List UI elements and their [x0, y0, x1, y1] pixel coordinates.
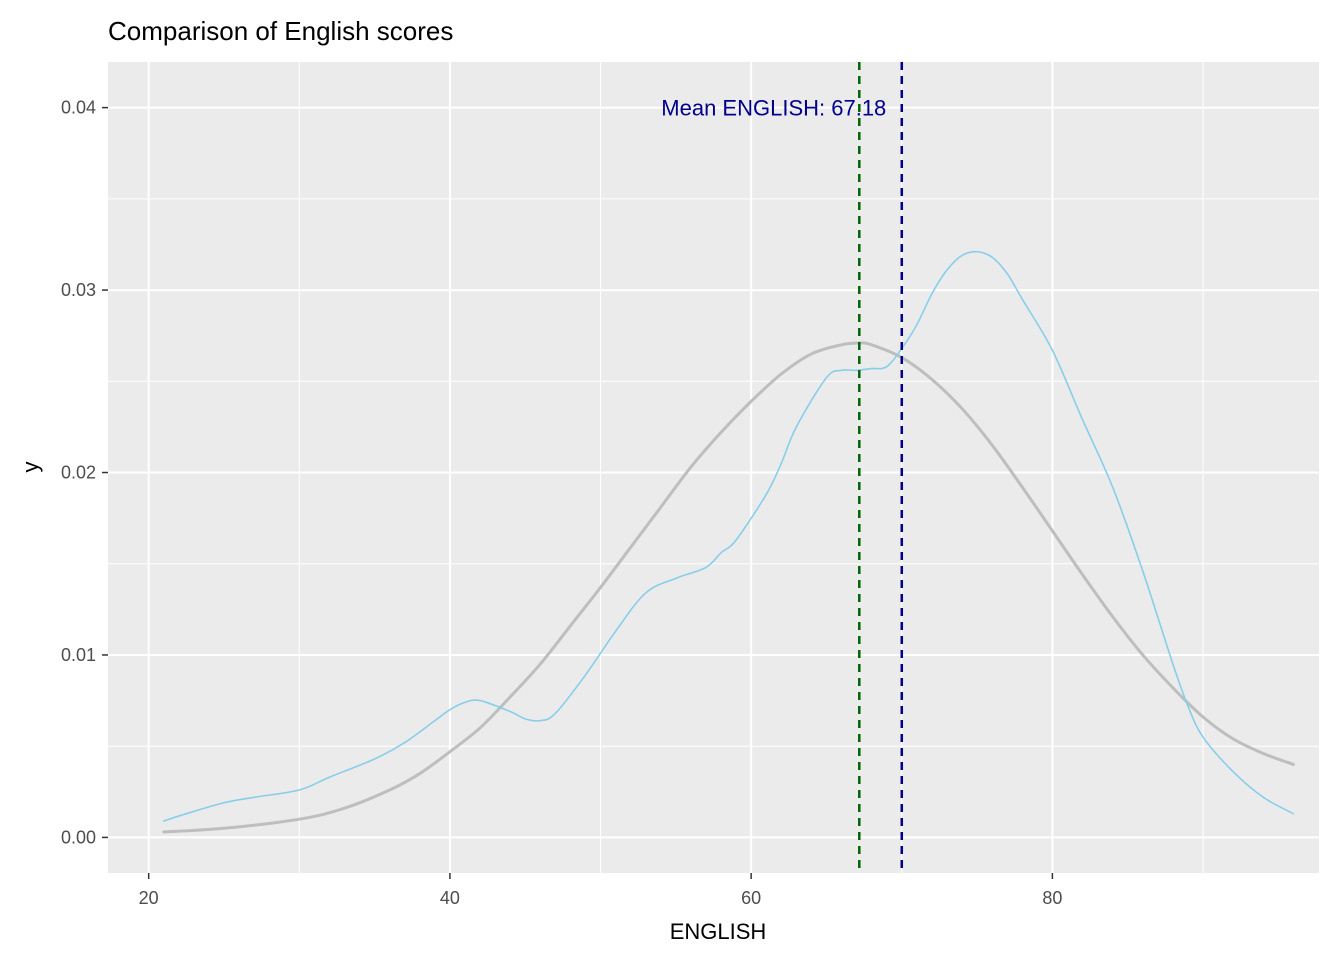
series-layer: [162, 250, 1295, 834]
x-tick-label: 20: [139, 888, 159, 908]
y-tick-label: 0.03: [61, 280, 96, 300]
reference-lines: [858, 62, 904, 873]
x-tick-label: 60: [741, 888, 761, 908]
y-tick-label: 0.00: [61, 827, 96, 847]
mean-annotation: Mean ENGLISH: 67.18: [661, 96, 886, 121]
y-tick-label: 0.04: [61, 98, 96, 118]
y-axis-title: y: [18, 462, 43, 473]
x-tick-label: 40: [440, 888, 460, 908]
x-tick-label: 80: [1042, 888, 1062, 908]
x-axis-title: ENGLISH: [670, 919, 767, 944]
series-line-empirical-density: [162, 250, 1295, 822]
series-line-normal-density: [162, 341, 1295, 834]
y-tick-label: 0.01: [61, 645, 96, 665]
major-gridlines: [108, 62, 1319, 873]
minor-gridlines: [108, 62, 1319, 873]
y-tick-label: 0.02: [61, 463, 96, 483]
x-axis: 20 40 60 80: [139, 873, 1062, 908]
annotations: Mean ENGLISH: 67.18: [661, 96, 886, 121]
chart-title: Comparison of English scores: [108, 16, 453, 46]
plot-panel: [108, 62, 1319, 873]
y-axis: 0.00 0.01 0.02 0.03 0.04: [61, 98, 108, 847]
